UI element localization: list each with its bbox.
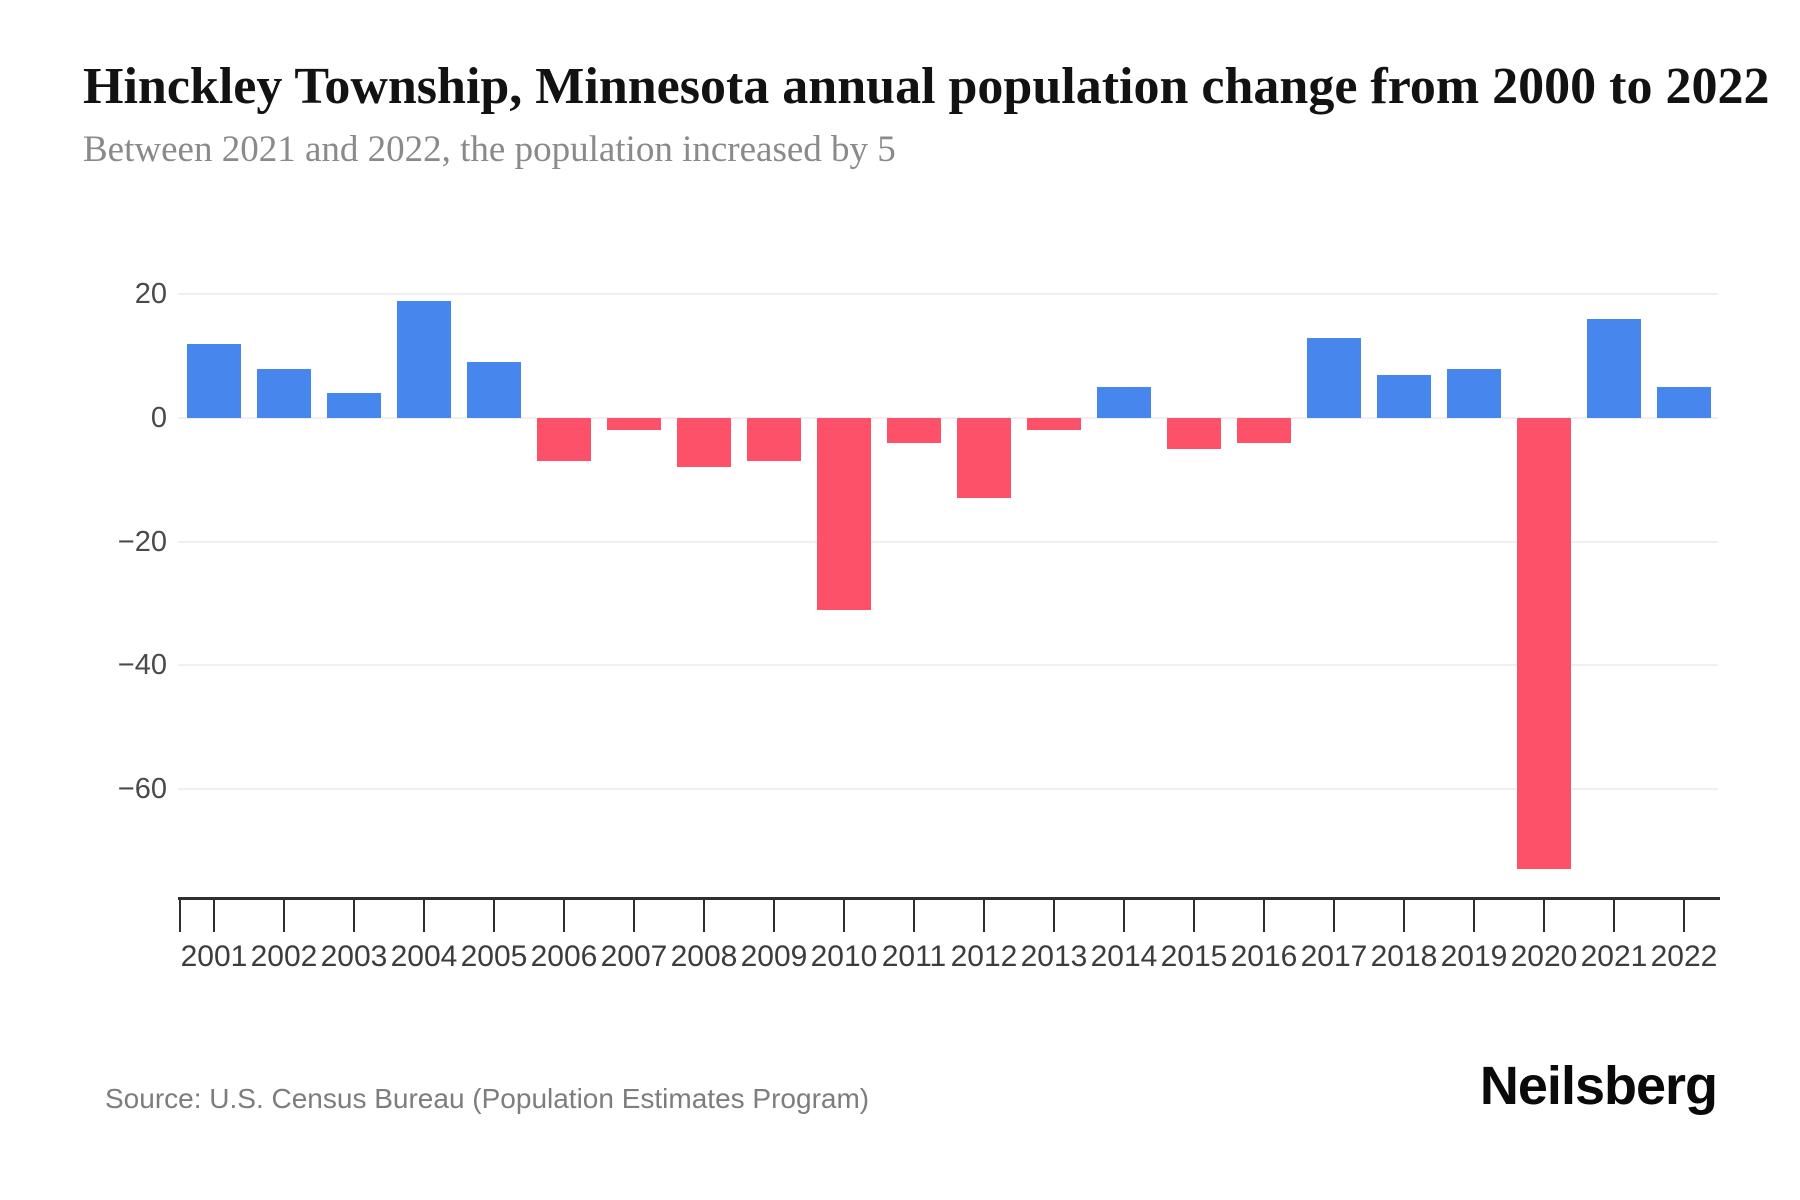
x-axis-label-2011: 2011 xyxy=(881,940,947,973)
bar-2005 xyxy=(467,362,521,418)
bar-2002 xyxy=(257,368,311,418)
bar-2020 xyxy=(1517,418,1571,870)
y-axis-label--40: −40 xyxy=(117,649,167,682)
source-text: Source: U.S. Census Bureau (Population E… xyxy=(105,1083,870,1114)
bar-2009 xyxy=(747,418,801,462)
y-axis-label--20: −20 xyxy=(117,525,167,558)
bar-2022 xyxy=(1657,387,1711,418)
x-axis-label-2015: 2015 xyxy=(1160,940,1228,973)
x-tick-2008 xyxy=(703,899,705,932)
bar-2007 xyxy=(607,418,661,431)
x-tick-2019 xyxy=(1473,899,1475,932)
x-tick-2009 xyxy=(773,899,775,932)
bar-2001 xyxy=(187,343,241,418)
bar-2003 xyxy=(327,393,381,418)
x-axis-label-2014: 2014 xyxy=(1090,940,1158,973)
x-axis-label-2016: 2016 xyxy=(1230,940,1298,973)
y-axis-label-20: 20 xyxy=(134,278,167,311)
x-tick-2020 xyxy=(1543,899,1545,932)
gridline-20 xyxy=(178,293,1718,296)
x-tick-2003 xyxy=(353,899,355,932)
x-axis-label-2013: 2013 xyxy=(1020,940,1088,973)
x-tick-2012 xyxy=(983,899,985,932)
bar-2016 xyxy=(1237,418,1291,443)
y-axis-label--60: −60 xyxy=(117,772,167,805)
bar-2018 xyxy=(1377,374,1431,418)
x-tick-2006 xyxy=(563,899,565,932)
x-axis-start-tick xyxy=(179,899,181,932)
x-axis-label-2020: 2020 xyxy=(1510,940,1578,973)
gridline--40 xyxy=(178,664,1718,667)
x-tick-2013 xyxy=(1053,899,1055,932)
x-tick-2007 xyxy=(633,899,635,932)
x-tick-2001 xyxy=(213,899,215,932)
bar-2019 xyxy=(1447,368,1501,418)
x-axis-label-2018: 2018 xyxy=(1370,940,1438,973)
bar-2006 xyxy=(537,418,591,462)
x-tick-2004 xyxy=(423,899,425,932)
x-axis-label-2021: 2021 xyxy=(1580,940,1648,973)
x-tick-2021 xyxy=(1613,899,1615,932)
page-title: Hinckley Township, Minnesota annual popu… xyxy=(83,58,1770,115)
x-tick-2017 xyxy=(1333,899,1335,932)
x-axis-label-2005: 2005 xyxy=(460,940,528,973)
bar-2008 xyxy=(677,418,731,468)
bar-2013 xyxy=(1027,418,1081,431)
x-tick-2022 xyxy=(1683,899,1685,932)
x-tick-2018 xyxy=(1403,899,1405,932)
x-axis-label-2007: 2007 xyxy=(600,940,668,973)
x-axis-label-2006: 2006 xyxy=(530,940,598,973)
gridline--20 xyxy=(178,540,1718,543)
x-tick-2005 xyxy=(493,899,495,932)
x-axis-label-2009: 2009 xyxy=(740,940,808,973)
x-axis-label-2004: 2004 xyxy=(390,940,458,973)
gridline-0 xyxy=(178,417,1718,419)
x-tick-2014 xyxy=(1123,899,1125,932)
bar-2004 xyxy=(397,300,451,418)
y-axis-label-0: 0 xyxy=(150,402,167,434)
x-axis-label-2002: 2002 xyxy=(250,940,318,973)
x-tick-2010 xyxy=(843,899,845,932)
x-tick-2002 xyxy=(283,899,285,932)
x-axis-label-2022: 2022 xyxy=(1650,940,1718,973)
gridline--60 xyxy=(178,787,1718,790)
page-subtitle: Between 2021 and 2022, the population in… xyxy=(83,129,896,170)
x-axis-label-2019: 2019 xyxy=(1440,940,1508,973)
x-axis-label-2012: 2012 xyxy=(950,940,1018,973)
x-axis-label-2010: 2010 xyxy=(810,940,878,973)
bar-2014 xyxy=(1097,387,1151,418)
x-tick-2011 xyxy=(913,899,915,932)
x-axis-label-2003: 2003 xyxy=(320,940,388,973)
bar-2011 xyxy=(887,418,941,443)
x-axis-label-2008: 2008 xyxy=(670,940,738,973)
x-axis-label-2017: 2017 xyxy=(1300,940,1368,973)
x-axis-label-2001: 2001 xyxy=(180,940,248,973)
x-axis-line xyxy=(178,897,1720,900)
bar-2010 xyxy=(817,418,871,610)
bar-2015 xyxy=(1167,418,1221,449)
bar-2017 xyxy=(1307,337,1361,418)
x-tick-2015 xyxy=(1193,899,1195,932)
bar-2012 xyxy=(957,418,1011,499)
x-tick-2016 xyxy=(1263,899,1265,932)
brand-logo[interactable]: Neilsberg xyxy=(1479,1056,1718,1116)
bar-2021 xyxy=(1587,319,1641,418)
